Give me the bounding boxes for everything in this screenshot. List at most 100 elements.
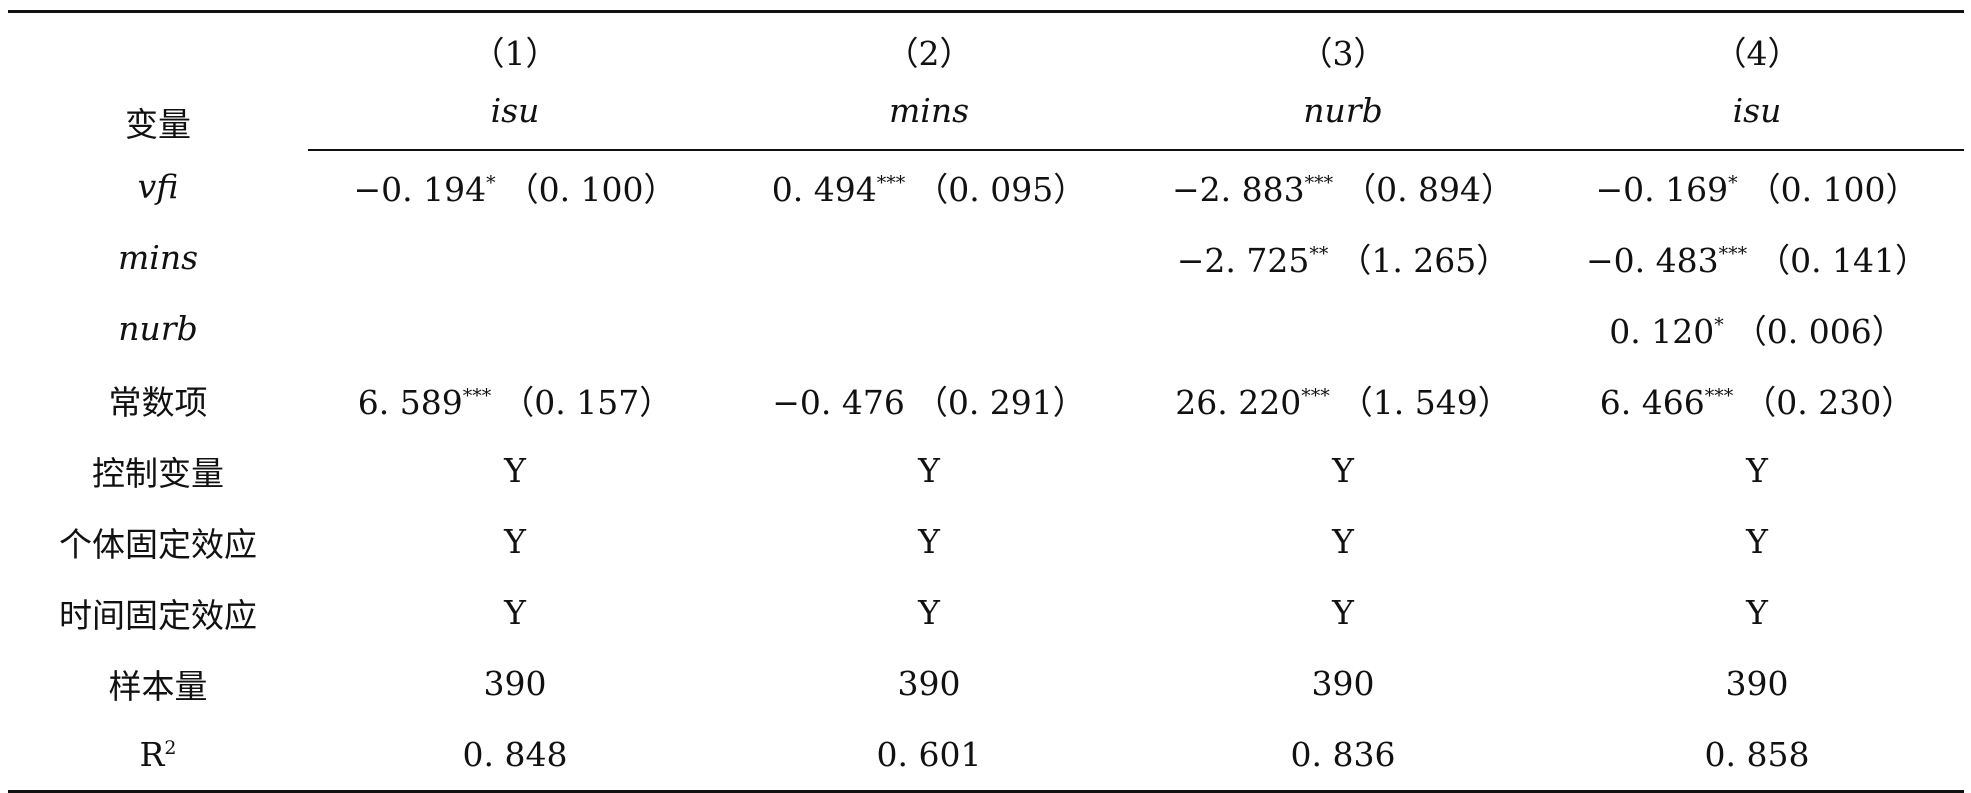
coefficient-value: 390 xyxy=(483,664,547,703)
coefficient-value: −0. 169 xyxy=(1595,169,1729,209)
table-cell xyxy=(308,222,722,293)
table-cell: 0. 120* （0. 006） xyxy=(1550,293,1964,364)
coefficient-value: 390 xyxy=(1725,664,1789,703)
dependent-var-3: nurb xyxy=(1136,79,1550,151)
row-label-text: R xyxy=(139,735,165,774)
standard-error: （0. 291） xyxy=(914,382,1086,422)
coefficient-value: −0. 483 xyxy=(1585,240,1719,280)
coefficient-value: −2. 883 xyxy=(1171,169,1305,209)
row-label-text: mins xyxy=(117,238,199,277)
table-cell: 0. 848 xyxy=(308,719,722,793)
table-header: 变量 （1） （2） （3） （4） isu mins nurb isu xyxy=(8,10,1964,151)
table-cell: −0. 476 （0. 291） xyxy=(722,364,1136,435)
table-cell: Y xyxy=(1136,577,1550,648)
row-label: 个体固定效应 xyxy=(8,506,308,577)
table-cell: 6. 466*** （0. 230） xyxy=(1550,364,1964,435)
standard-error: （0. 141） xyxy=(1757,240,1929,280)
row-label: 样本量 xyxy=(8,648,308,719)
standard-error: （0. 230） xyxy=(1743,382,1915,422)
significance-stars: *** xyxy=(462,384,492,407)
row-label-text: 个体固定效应 xyxy=(59,524,257,564)
coefficient-value: 0. 601 xyxy=(876,735,982,774)
row-label-text: vfi xyxy=(137,166,179,206)
table-cell: 390 xyxy=(722,648,1136,719)
coefficient-value: Y xyxy=(1332,451,1354,490)
standard-error: （0. 157） xyxy=(501,382,673,422)
table-cell: Y xyxy=(308,435,722,506)
coefficient-value: Y xyxy=(918,593,940,632)
coefficient-value: 0. 858 xyxy=(1704,735,1810,774)
table-cell: 0. 836 xyxy=(1136,719,1550,793)
dependent-var-1: isu xyxy=(308,79,722,151)
header-row-column-numbers: 变量 （1） （2） （3） （4） xyxy=(8,10,1964,150)
row-label-text: 时间固定效应 xyxy=(59,595,257,635)
table-cell: Y xyxy=(722,506,1136,577)
coefficient-value: Y xyxy=(1332,593,1354,632)
table-cell: −2. 725** （1. 265） xyxy=(1136,222,1550,293)
coefficient-value: 26. 220 xyxy=(1175,382,1302,422)
table-cell: 390 xyxy=(1550,648,1964,719)
standard-error: （0. 006） xyxy=(1733,311,1905,351)
row-label-text: 常数项 xyxy=(108,382,208,422)
coefficient-value: Y xyxy=(1746,522,1768,561)
table-cell: Y xyxy=(1136,506,1550,577)
table-cell: −0. 483*** （0. 141） xyxy=(1550,222,1964,293)
dependent-var-2: mins xyxy=(722,79,1136,151)
table-row: vfi −0. 194* （0. 100） 0. 494*** （0. 095） −2. … xyxy=(8,150,1964,222)
coefficient-value: 6. 589 xyxy=(357,382,463,422)
standard-error: （0. 095） xyxy=(915,169,1087,209)
table-cell: 390 xyxy=(1136,648,1550,719)
variable-header: 变量 xyxy=(8,10,308,150)
coefficient-value: Y xyxy=(918,451,940,490)
table-cell: 0. 494*** （0. 095） xyxy=(722,150,1136,222)
table-row: R2 0. 848 0. 601 0. 836 0. 858 xyxy=(8,719,1964,793)
table-row: 个体固定效应 Y Y Y Y xyxy=(8,506,1964,577)
row-label: nurb xyxy=(8,293,308,364)
table-cell xyxy=(308,293,722,364)
standard-error: （0. 100） xyxy=(1747,169,1919,209)
header-row-dependent-vars: isu mins nurb isu xyxy=(8,79,1964,151)
table-cell: 6. 589*** （0. 157） xyxy=(308,364,722,435)
significance-stars: ** xyxy=(1309,242,1329,265)
coefficient-value: Y xyxy=(504,451,526,490)
row-label-text: 控制变量 xyxy=(92,453,224,493)
table-cell: Y xyxy=(1550,435,1964,506)
column-number-2: （2） xyxy=(722,10,1136,79)
row-label: vfi xyxy=(8,150,308,222)
significance-stars: *** xyxy=(1301,384,1330,407)
coefficient-value: 390 xyxy=(1311,664,1375,703)
row-label: mins xyxy=(8,222,308,293)
coefficient-value: −0. 194 xyxy=(353,169,487,209)
table-cell: 26. 220*** （1. 549） xyxy=(1136,364,1550,435)
row-label: R2 xyxy=(8,719,308,793)
table-row: 控制变量 Y Y Y Y xyxy=(8,435,1964,506)
table-row: mins −2. 725** （1. 265） −0. 483*** （0. 141） xyxy=(8,222,1964,293)
table-cell: 390 xyxy=(308,648,722,719)
row-label-text: nurb xyxy=(118,309,198,348)
standard-error: （0. 894） xyxy=(1343,169,1515,209)
row-label: 时间固定效应 xyxy=(8,577,308,648)
table-cell xyxy=(722,293,1136,364)
coefficient-value: 390 xyxy=(897,664,961,703)
significance-stars: *** xyxy=(1718,242,1748,265)
coefficient-value: −2. 725 xyxy=(1176,240,1310,280)
significance-stars: *** xyxy=(876,171,906,194)
coefficient-value: −0. 476 xyxy=(772,382,905,422)
coefficient-value: Y xyxy=(1746,451,1768,490)
significance-stars: * xyxy=(1728,171,1738,194)
table-row: 时间固定效应 Y Y Y Y xyxy=(8,577,1964,648)
significance-stars: *** xyxy=(1704,384,1734,407)
coefficient-value: Y xyxy=(1332,522,1354,561)
row-label-text: 样本量 xyxy=(108,666,208,706)
table-cell: Y xyxy=(1550,577,1964,648)
table-cell: −0. 169* （0. 100） xyxy=(1550,150,1964,222)
coefficient-value: Y xyxy=(1746,593,1768,632)
table-cell: 0. 601 xyxy=(722,719,1136,793)
table-cell: Y xyxy=(308,577,722,648)
table-cell: 0. 858 xyxy=(1550,719,1964,793)
standard-error: （1. 549） xyxy=(1339,382,1511,422)
column-number-1: （1） xyxy=(308,10,722,79)
table-body: vfi −0. 194* （0. 100） 0. 494*** （0. 095） −2. … xyxy=(8,150,1964,793)
column-number-4: （4） xyxy=(1550,10,1964,79)
